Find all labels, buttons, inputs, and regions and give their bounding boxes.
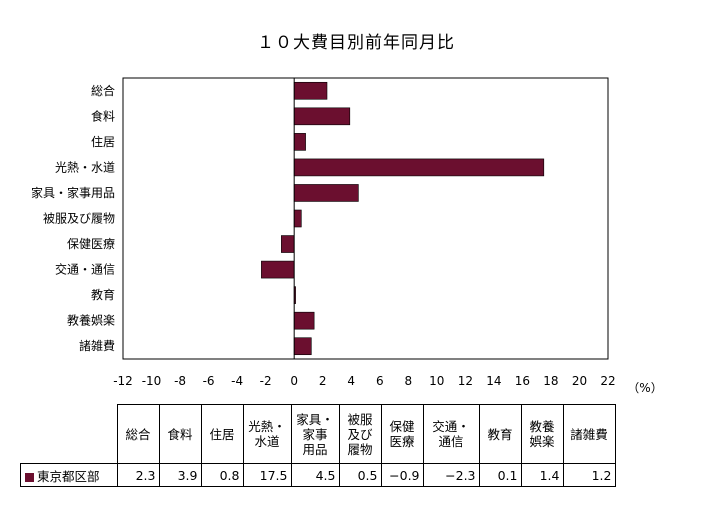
x-tick-label: 12: [458, 374, 473, 388]
bar: [293, 184, 359, 202]
category-label: 保健医療: [67, 237, 115, 251]
x-tick-label: 14: [486, 374, 501, 388]
value-cell: 0.5: [338, 463, 382, 487]
column-header: 教養 娯楽: [520, 404, 564, 464]
value-cell: −2.3: [422, 463, 480, 487]
x-tick-label: 18: [543, 374, 558, 388]
data-table: 総合 食料 住居 光熱・ 水道 家具・ 家事 用品 被服 及び 履物 保健 医療 交通・ 通信…: [20, 404, 616, 487]
x-tick-label: -8: [174, 374, 186, 388]
value-cell: 0.8: [200, 463, 244, 487]
legend-swatch: [25, 472, 34, 482]
category-label: 食料: [91, 108, 115, 123]
column-header: 交通・ 通信: [422, 404, 480, 464]
column-header: 総合: [116, 404, 160, 464]
value-cell: 0.1: [478, 463, 522, 487]
x-tick-label: 20: [572, 374, 587, 388]
value-cell: 1.2: [562, 463, 616, 487]
bar: [293, 81, 328, 100]
category-label: 住居: [91, 135, 115, 149]
x-tick-label: 10: [429, 374, 444, 388]
x-tick-label: -4: [231, 374, 243, 388]
value-cell: 3.9: [158, 463, 202, 487]
table-row: 東京都区部 2.3 3.9 0.8 17.5 4.5 0.5 −0.9 −2.3 0.1 1.4 1…: [20, 463, 616, 487]
x-tick-label: 6: [376, 374, 384, 388]
category-label: 諸雑費: [79, 338, 115, 353]
x-tick-label: -10: [142, 374, 162, 388]
category-label: 光熱・水道: [55, 160, 115, 174]
plot-frame: [122, 77, 609, 360]
value-cell: 17.5: [242, 463, 292, 487]
table-header-row: 総合 食料 住居 光熱・ 水道 家具・ 家事 用品 被服 及び 履物 保健 医療 交通・ 通信…: [21, 404, 616, 464]
category-label: 総合: [91, 83, 115, 98]
bar: [293, 209, 302, 228]
bar: [293, 311, 315, 330]
bar: [293, 107, 351, 126]
column-header: 光熱・ 水道: [242, 404, 292, 464]
bar: [293, 133, 306, 151]
x-tick-label: 22: [600, 374, 615, 388]
category-label: 教育: [91, 287, 115, 302]
column-header: 家具・ 家事 用品: [290, 404, 340, 464]
x-tick-label: 4: [347, 374, 355, 388]
category-label: 教養娯楽: [67, 313, 115, 328]
x-tick-label: 16: [515, 374, 530, 388]
chart-title: １０大費目別前年同月比: [257, 33, 455, 53]
x-tick-label: -6: [203, 374, 215, 388]
column-header: 教育: [478, 404, 522, 464]
column-header: 保健 医療: [380, 404, 424, 464]
table-corner: [21, 405, 118, 464]
row-header: 東京都区部: [20, 463, 118, 487]
column-header: 住居: [200, 404, 244, 464]
x-tick-label: -12: [113, 374, 133, 388]
bar: [281, 235, 295, 253]
x-tick-label: 0: [290, 374, 298, 388]
value-cell: 4.5: [290, 463, 340, 487]
x-tick-label: 8: [404, 374, 412, 388]
column-header: 諸雑費: [562, 404, 616, 464]
bar: [261, 260, 295, 279]
category-label: 家具・家事用品: [31, 185, 115, 200]
column-header: 被服 及び 履物: [338, 404, 382, 464]
bar: [293, 158, 545, 177]
bar: [293, 337, 312, 356]
value-cell: 1.4: [520, 463, 564, 487]
category-label: 交通・通信: [55, 262, 115, 277]
bar-chart: 総合食料住居光熱・水道家具・家事用品被服及び履物保健医療交通・通信教育教養娯楽諸…: [31, 77, 663, 395]
unit-label: （%）: [627, 381, 662, 395]
x-tick-label: 2: [319, 374, 327, 388]
value-cell: −0.9: [380, 463, 424, 487]
x-tick-label: -2: [260, 374, 272, 388]
value-cell: 2.3: [116, 463, 160, 487]
column-header: 食料: [158, 404, 202, 464]
row-label: 東京都区部: [37, 468, 100, 484]
category-label: 被服及び履物: [43, 212, 115, 226]
